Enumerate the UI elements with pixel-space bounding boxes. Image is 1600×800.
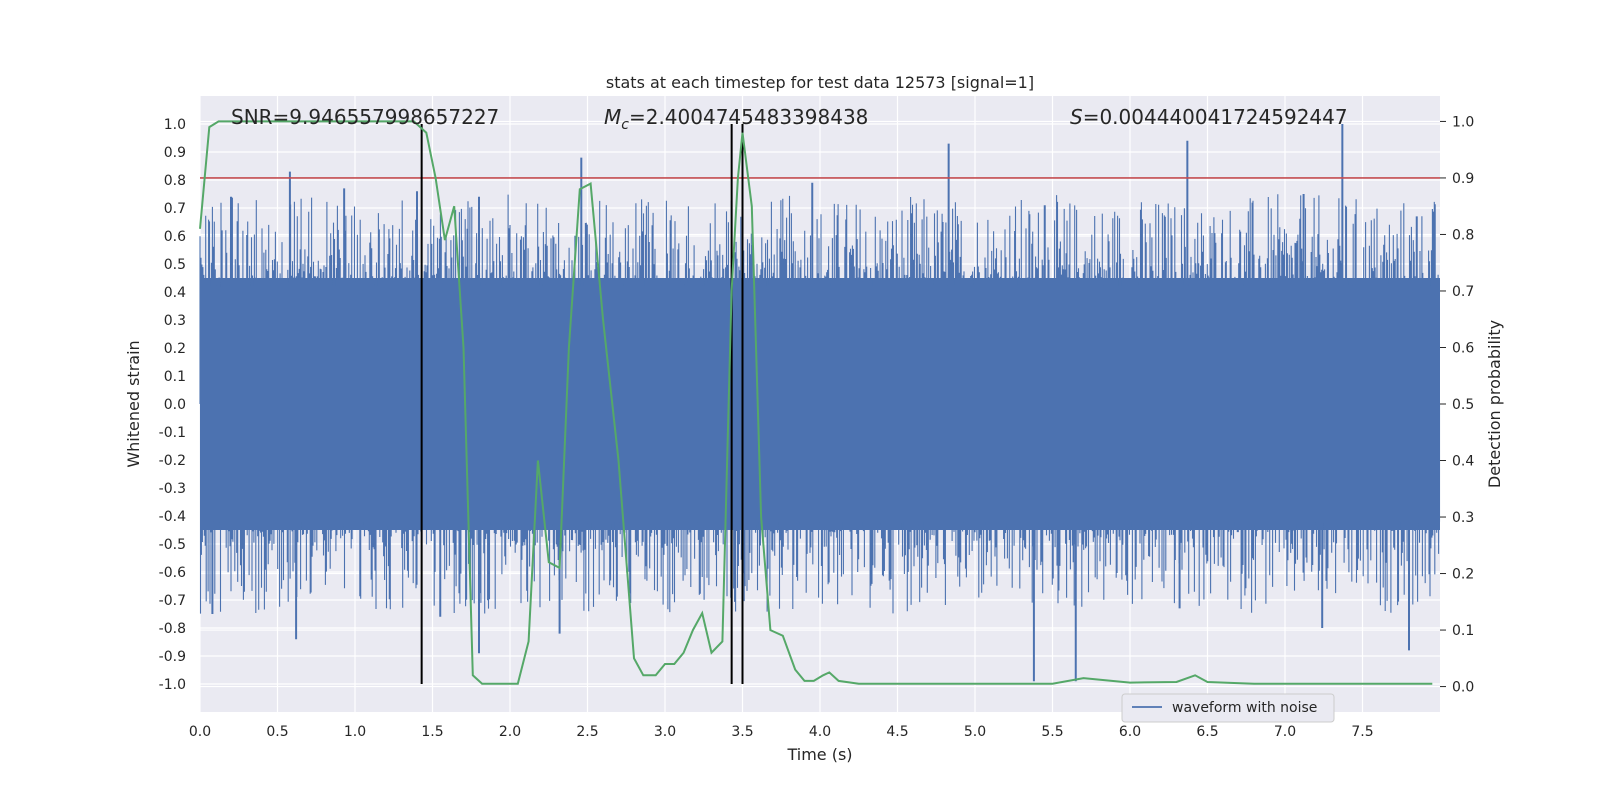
y-right-tick-label: 1.0 [1452, 114, 1474, 130]
y-right-tick-label: 0.2 [1452, 567, 1474, 583]
x-tick-label: 0.0 [189, 724, 211, 740]
y-left-tick-label: -0.8 [159, 621, 186, 637]
x-tick-label: 1.5 [421, 724, 443, 740]
x-tick-label: 7.5 [1351, 724, 1373, 740]
x-tick-label: 6.0 [1119, 724, 1141, 740]
x-tick-label: 5.5 [1041, 724, 1063, 740]
y-left-tick-label: 0.7 [164, 201, 186, 217]
x-tick-label: 7.0 [1274, 724, 1296, 740]
x-tick-label: 4.0 [809, 724, 831, 740]
y-right-tick-label: 0.6 [1452, 340, 1474, 356]
x-tick-label: 3.5 [731, 724, 753, 740]
y-left-tick-label: -0.6 [159, 565, 186, 581]
y-left-tick-label: 0.5 [164, 257, 186, 273]
y-left-tick-label: -0.2 [159, 453, 186, 469]
y-left-tick-label: -0.1 [159, 425, 186, 441]
x-tick-label: 4.5 [886, 724, 908, 740]
y-right-tick-label: 0.8 [1452, 227, 1474, 243]
mc-subscript: c [621, 117, 629, 133]
y-left-tick-label: -1.0 [159, 677, 186, 693]
mc-value: =2.4004745483398438 [629, 105, 868, 129]
y-axis-label-left: Whitened strain [124, 340, 143, 467]
x-tick-label: 5.0 [964, 724, 986, 740]
y-axis-label-right: Detection probability [1485, 320, 1504, 488]
vertical-markers [420, 124, 744, 684]
y-left-tick-label: -0.4 [159, 509, 186, 525]
y-right-tick-label: 0.1 [1452, 623, 1474, 639]
x-axis-label: Time (s) [786, 745, 852, 764]
mc-symbol: M [604, 105, 621, 129]
x-tick-label: 2.0 [499, 724, 521, 740]
legend-entry-waveform: waveform with noise [1172, 700, 1317, 716]
y-left-tick-label: 0.0 [164, 397, 186, 413]
probability-series [199, 120, 1433, 685]
y-left-tick-label: 0.8 [164, 173, 186, 189]
x-tick-label: 0.5 [266, 724, 288, 740]
y-left-tick-label: -0.5 [159, 537, 186, 553]
y-left-tick-label: 0.6 [164, 229, 186, 245]
legend: waveform with noise [1121, 693, 1335, 723]
s-value: =0.004440041724592447 [1083, 105, 1348, 129]
waveform-noise-trace [199, 194, 1441, 614]
y-left-tick-label: 0.4 [164, 285, 186, 301]
x-tick-label: 3.0 [654, 724, 676, 740]
y-left-tick-label: 0.9 [164, 145, 186, 161]
y-right-tick-label: 0.7 [1452, 284, 1474, 300]
legend-box [1121, 693, 1335, 723]
x-tick-label: 1.0 [344, 724, 366, 740]
snr-annotation: SNR=9.946557998657227 [231, 105, 499, 129]
tick-labels: 0.0 0.5 1.0 1.5 2.0 2.5 3.0 3.5 4.0 4.5 5.0 5.5 6.0 6… [159, 114, 1475, 740]
y-right-tick-label: 0.0 [1452, 680, 1474, 696]
waveform-series [199, 124, 1441, 682]
x-tick-label: 2.5 [576, 724, 598, 740]
y-left-tick-label: -0.7 [159, 593, 186, 609]
s-symbol: S [1070, 105, 1083, 129]
detection-probability-line [199, 120, 1433, 685]
y-left-tick-label: 0.2 [164, 341, 186, 357]
chart-title: stats at each timestep for test data 125… [606, 73, 1034, 92]
chirp-mass-annotation: Mc=2.4004745483398438 [604, 105, 868, 133]
y-left-tick-label: -0.9 [159, 649, 186, 665]
x-tick-label: 6.5 [1196, 724, 1218, 740]
y-left-tick-label: 1.0 [164, 117, 186, 133]
y-right-tick-label: 0.9 [1452, 171, 1474, 187]
y-left-tick-label: 0.1 [164, 369, 186, 385]
y-left-tick-label: 0.3 [164, 313, 186, 329]
y-right-tick-label: 0.3 [1452, 510, 1474, 526]
s-annotation: S=0.004440041724592447 [1070, 105, 1348, 129]
y-right-tick-label: 0.5 [1452, 397, 1474, 413]
y-left-tick-label: -0.3 [159, 481, 186, 497]
y-right-tick-label: 0.4 [1452, 454, 1474, 470]
